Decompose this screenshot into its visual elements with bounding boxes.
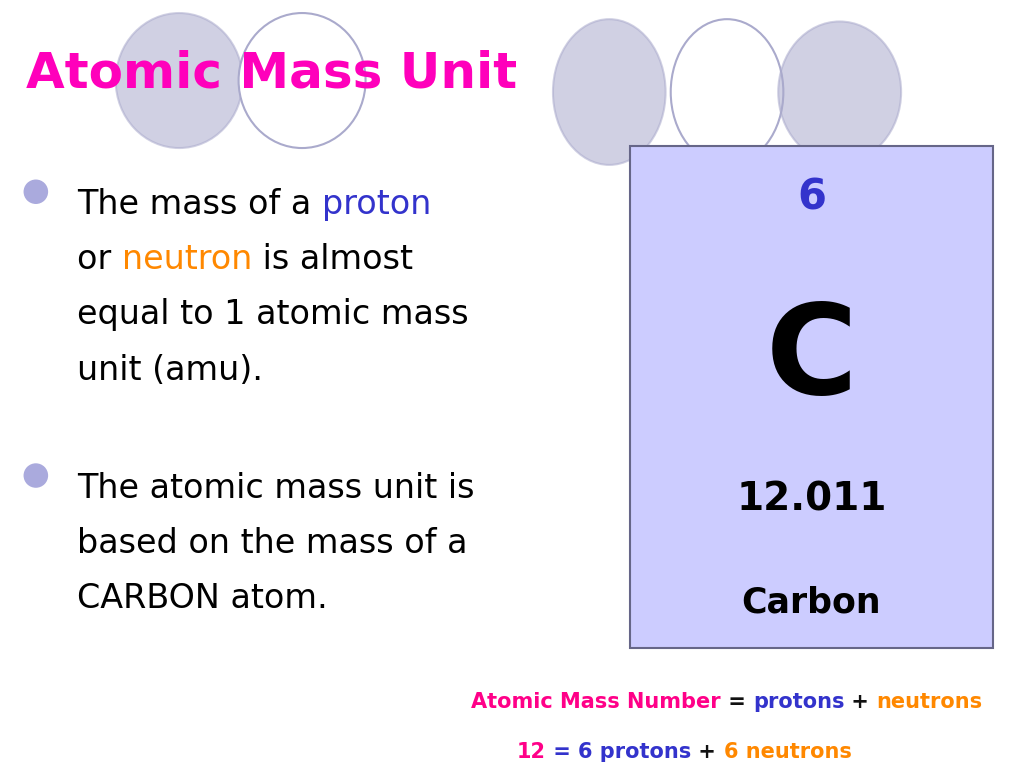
Text: neutrons: neutrons [877,692,983,712]
Text: 12.011: 12.011 [736,481,887,519]
Text: unit (amu).: unit (amu). [77,354,263,387]
Text: based on the mass of a: based on the mass of a [77,527,467,560]
Text: neutron: neutron [122,243,252,276]
Ellipse shape [24,179,48,204]
Ellipse shape [778,21,901,163]
Text: +: + [845,692,877,712]
Ellipse shape [671,19,783,165]
Text: =: = [546,742,579,762]
Ellipse shape [553,19,666,165]
Text: protons: protons [753,692,845,712]
Ellipse shape [239,13,366,148]
Text: CARBON atom.: CARBON atom. [77,582,328,615]
Text: 6 protons: 6 protons [579,742,691,762]
Text: equal to 1 atomic mass: equal to 1 atomic mass [77,298,468,331]
Text: Atomic Mass Number: Atomic Mass Number [471,692,721,712]
Text: Carbon: Carbon [741,586,882,620]
Text: Atomic Mass Unit: Atomic Mass Unit [26,50,517,98]
Text: The mass of a: The mass of a [77,188,322,221]
Text: The atomic mass unit is: The atomic mass unit is [77,472,474,505]
Text: =: = [721,692,753,712]
Text: +: + [691,742,724,762]
Text: is almost: is almost [252,243,413,276]
Text: proton: proton [322,188,431,221]
Text: 12: 12 [517,742,546,762]
Text: or: or [77,243,122,276]
Text: 6: 6 [797,176,826,219]
Bar [630,146,993,648]
Text: C: C [766,298,857,420]
Ellipse shape [116,13,243,148]
Text: 6 neutrons: 6 neutrons [724,742,852,762]
Ellipse shape [24,463,48,488]
